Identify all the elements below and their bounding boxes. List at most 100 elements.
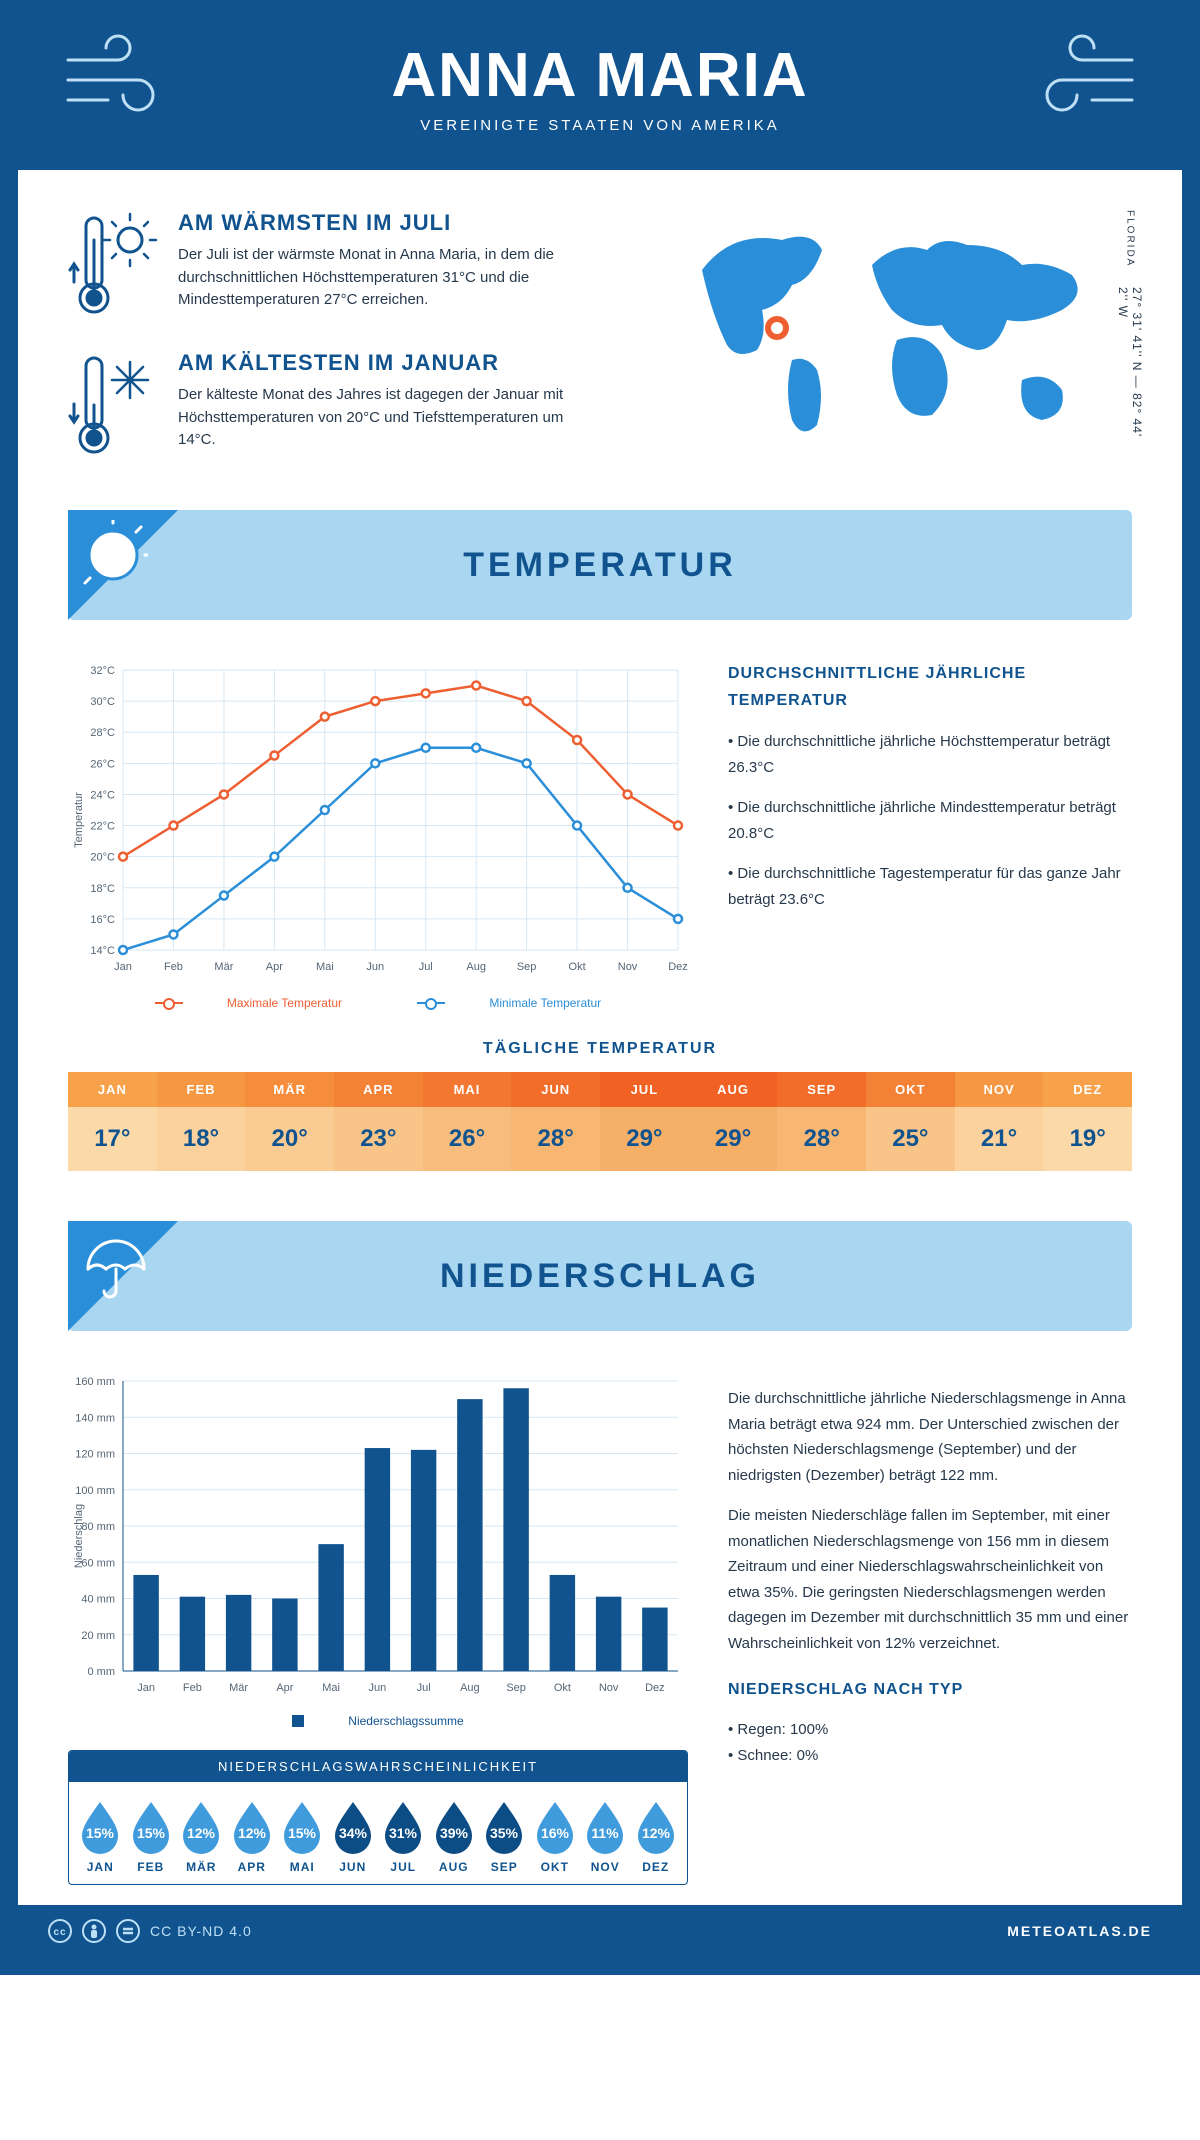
svg-text:Feb: Feb	[183, 1682, 202, 1694]
svg-text:100 mm: 100 mm	[75, 1485, 115, 1497]
svg-text:39%: 39%	[440, 1825, 469, 1841]
daily-cell: OKT25°	[866, 1072, 955, 1171]
rain-drop: 31% JUL	[380, 1798, 427, 1874]
daily-cell: APR23°	[334, 1072, 423, 1171]
site-name: METEOATLAS.DE	[1007, 1923, 1152, 1939]
svg-text:Dez: Dez	[645, 1682, 665, 1694]
svg-text:Aug: Aug	[460, 1682, 480, 1694]
rain-drop: 15% FEB	[128, 1798, 175, 1874]
daily-cell: JAN17°	[68, 1072, 157, 1171]
svg-text:15%: 15%	[86, 1825, 115, 1841]
rain-drop: 39% AUG	[431, 1798, 478, 1874]
daily-temp-table: JAN17°FEB18°MÄR20°APR23°MAI26°JUN28°JUL2…	[68, 1072, 1132, 1171]
svg-text:26°C: 26°C	[90, 758, 115, 770]
svg-text:80 mm: 80 mm	[81, 1521, 115, 1533]
daily-cell: AUG29°	[689, 1072, 778, 1171]
svg-text:cc: cc	[53, 1927, 66, 1938]
coldest-text: Der kälteste Monat des Jahres ist dagege…	[178, 384, 578, 452]
precip-section-header: NIEDERSCHLAG	[68, 1221, 1132, 1331]
svg-text:20°C: 20°C	[90, 852, 115, 864]
svg-text:22°C: 22°C	[90, 821, 115, 833]
daily-cell: DEZ19°	[1043, 1072, 1132, 1171]
cc-icon: cc	[48, 1919, 72, 1943]
precipitation-chart: 0 mm 20 mm 40 mm 60 mm 80 mm 100 mm 120 mm 140 …	[68, 1371, 688, 1701]
svg-text:120 mm: 120 mm	[75, 1449, 115, 1461]
warmest-text: Der Juli ist der wärmste Monat in Anna M…	[178, 244, 578, 312]
svg-text:Jan: Jan	[137, 1682, 155, 1694]
temperature-legend: Maximale Temperatur Minimale Temperatur	[68, 993, 688, 1010]
warmest-title: AM WÄRMSTEN IM JULI	[178, 210, 578, 236]
world-map-icon	[682, 210, 1102, 450]
svg-text:16%: 16%	[541, 1825, 570, 1841]
page-subtitle: VEREINIGTE STAATEN VON AMERIKA	[38, 117, 1162, 134]
wind-icon	[1022, 30, 1142, 120]
sun-icon	[78, 520, 148, 590]
nd-icon	[116, 1919, 140, 1943]
thermometer-hot-icon	[68, 210, 158, 320]
svg-text:Apr: Apr	[276, 1682, 293, 1694]
svg-text:Mär: Mär	[214, 961, 233, 973]
svg-text:Jun: Jun	[369, 1682, 387, 1694]
svg-text:160 mm: 160 mm	[75, 1376, 115, 1388]
rain-drop: 15% JAN	[77, 1798, 124, 1874]
svg-text:40 mm: 40 mm	[81, 1594, 115, 1606]
svg-text:34%: 34%	[339, 1825, 368, 1841]
svg-text:Mär: Mär	[229, 1682, 248, 1694]
rain-drop: 35% SEP	[481, 1798, 528, 1874]
svg-text:15%: 15%	[288, 1825, 317, 1841]
precipitation-probability-box: NIEDERSCHLAGSWAHRSCHEINLICHKEIT 15% JAN …	[68, 1750, 688, 1885]
temperature-section-header: TEMPERATUR	[68, 510, 1132, 620]
svg-text:35%: 35%	[490, 1825, 519, 1841]
svg-text:Jan: Jan	[114, 961, 132, 973]
daily-cell: MÄR20°	[245, 1072, 334, 1171]
page-title: ANNA MARIA	[38, 40, 1162, 111]
svg-text:Okt: Okt	[569, 961, 586, 973]
daily-cell: FEB18°	[157, 1072, 246, 1171]
svg-text:28°C: 28°C	[90, 727, 115, 739]
rain-drop: 12% DEZ	[633, 1798, 680, 1874]
svg-text:60 mm: 60 mm	[81, 1557, 115, 1569]
svg-text:20 mm: 20 mm	[81, 1630, 115, 1642]
footer: cc CC BY-ND 4.0 METEOATLAS.DE	[18, 1905, 1182, 1957]
svg-text:Jul: Jul	[417, 1682, 431, 1694]
daily-cell: JUL29°	[600, 1072, 689, 1171]
svg-text:Sep: Sep	[506, 1682, 526, 1694]
svg-text:Niederschlag: Niederschlag	[73, 1504, 85, 1568]
coldest-title: AM KÄLTESTEN IM JANUAR	[178, 350, 578, 376]
thermometer-cold-icon	[68, 350, 158, 460]
rain-drop: 34% JUN	[330, 1798, 377, 1874]
umbrella-icon	[78, 1231, 148, 1301]
temp-side-title: DURCHSCHNITTLICHE JÄHRLICHE TEMPERATUR	[728, 660, 1132, 714]
svg-text:Jun: Jun	[366, 961, 384, 973]
coldest-summary: AM KÄLTESTEN IM JANUAR Der kälteste Mona…	[68, 350, 642, 460]
svg-text:Okt: Okt	[554, 1682, 571, 1694]
svg-text:Feb: Feb	[164, 961, 183, 973]
svg-text:16°C: 16°C	[90, 914, 115, 926]
by-icon	[82, 1919, 106, 1943]
svg-text:140 mm: 140 mm	[75, 1412, 115, 1424]
svg-text:30°C: 30°C	[90, 696, 115, 708]
rain-drop: 12% MÄR	[178, 1798, 225, 1874]
svg-text:Mai: Mai	[322, 1682, 340, 1694]
svg-text:0 mm: 0 mm	[88, 1666, 116, 1678]
svg-text:32°C: 32°C	[90, 665, 115, 677]
svg-text:Nov: Nov	[618, 961, 638, 973]
svg-text:24°C: 24°C	[90, 789, 115, 801]
coordinates: FLORIDA 27° 31' 41'' N — 82° 44' 2'' W	[1116, 210, 1144, 450]
svg-text:Aug: Aug	[466, 961, 486, 973]
rain-drop: 11% NOV	[582, 1798, 629, 1874]
warmest-summary: AM WÄRMSTEN IM JULI Der Juli ist der wär…	[68, 210, 642, 320]
svg-text:15%: 15%	[137, 1825, 166, 1841]
daily-cell: SEP28°	[777, 1072, 866, 1171]
daily-cell: JUN28°	[511, 1072, 600, 1171]
rain-drop: 16% OKT	[532, 1798, 579, 1874]
svg-text:Dez: Dez	[668, 961, 688, 973]
svg-text:Nov: Nov	[599, 1682, 619, 1694]
svg-text:Temperatur: Temperatur	[73, 792, 85, 848]
wind-icon	[58, 30, 178, 120]
svg-text:11%: 11%	[592, 1825, 620, 1841]
svg-text:12%: 12%	[642, 1825, 671, 1841]
svg-text:Sep: Sep	[517, 961, 537, 973]
daily-cell: MAI26°	[423, 1072, 512, 1171]
hero-header: ANNA MARIA VEREINIGTE STAATEN VON AMERIK…	[18, 0, 1182, 170]
